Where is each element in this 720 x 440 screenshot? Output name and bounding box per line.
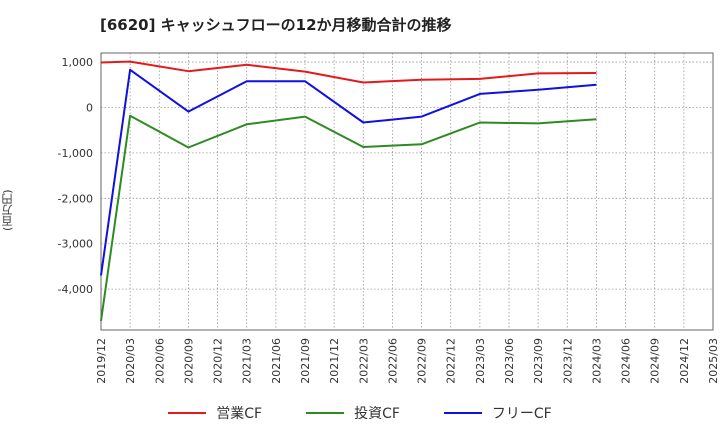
- legend-label: 営業CF: [216, 406, 263, 422]
- y-tick-label: -2,000: [58, 192, 93, 205]
- legend-swatch: [168, 412, 207, 414]
- x-tick-label: 2021/03: [241, 338, 254, 384]
- x-tick-label: 2021/06: [270, 338, 283, 384]
- x-tick-label: 2025/03: [707, 338, 720, 384]
- x-tick-label: 2020/03: [124, 338, 137, 384]
- series-line: [100, 60, 597, 84]
- x-tick-label: 2020/06: [153, 338, 166, 384]
- x-tick-label: 2024/06: [620, 338, 633, 384]
- x-tick-label: 2020/09: [182, 338, 195, 384]
- x-tick-label: 2024/12: [678, 338, 691, 384]
- x-tick-label: 2024/03: [590, 338, 603, 384]
- legend-item: 投資CF: [306, 403, 400, 423]
- legend: 営業CF 投資CF フリーCF: [0, 403, 720, 423]
- x-tick-label: 2022/09: [416, 338, 429, 384]
- plot-frame: [100, 52, 714, 331]
- chart-title: [6620] キャッシュフローの12か月移動合計の推移: [100, 16, 452, 34]
- x-tick-label: 2023/03: [474, 338, 487, 384]
- x-tick-label: 2024/09: [649, 338, 662, 384]
- x-tick-label: 2019/12: [95, 338, 108, 384]
- x-tick-label: 2021/09: [299, 338, 312, 384]
- legend-item: 営業CF: [168, 403, 262, 423]
- x-tick-label: 2021/12: [328, 338, 341, 384]
- x-tick-label: 2022/12: [445, 338, 458, 384]
- y-tick-label: 1,000: [62, 56, 94, 69]
- y-tick-label: 0: [86, 101, 93, 114]
- legend-swatch: [306, 412, 345, 414]
- legend-item: フリーCF: [443, 403, 552, 423]
- series-line: [100, 114, 597, 322]
- x-tick-label: 2023/06: [503, 338, 516, 384]
- x-tick-label: 2023/12: [561, 338, 574, 384]
- series-line: [100, 68, 597, 276]
- x-tick-label: 2023/09: [532, 338, 545, 384]
- legend-swatch: [443, 412, 482, 414]
- x-tick-label: 2022/03: [357, 338, 370, 384]
- y-tick-label: -3,000: [58, 238, 93, 251]
- x-tick-label: 2020/12: [212, 338, 225, 384]
- y-tick-label: -1,000: [58, 147, 93, 160]
- y-tick-label: -4,000: [58, 283, 93, 296]
- legend-label: フリーCF: [491, 406, 552, 422]
- x-tick-label: 2022/06: [386, 338, 399, 384]
- plot-background: [101, 53, 713, 330]
- legend-label: 投資CF: [354, 406, 400, 422]
